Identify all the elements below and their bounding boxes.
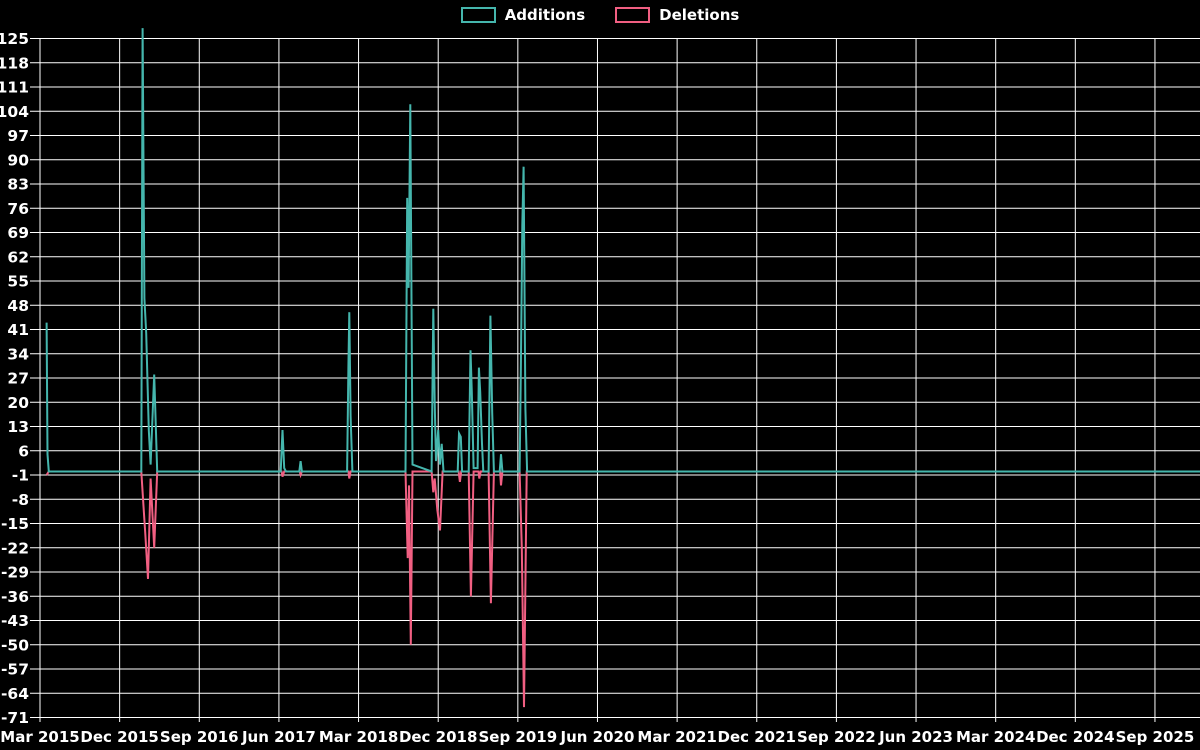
y-tick-label--50: -50 [1,636,29,654]
y-tick-label-83: 83 [7,176,29,194]
y-tick-label--22: -22 [1,539,29,557]
x-tick-label-Mar-2021: Mar 2021 [637,728,716,746]
y-tick-label-104: 104 [0,103,29,121]
x-tick-label-Jun-2023: Jun 2023 [878,728,953,746]
y-tick-label-34: 34 [7,345,29,363]
y-tick-label-97: 97 [7,127,29,145]
y-tick-label--8: -8 [12,491,29,509]
legend-item-additions[interactable]: Additions [460,5,586,24]
x-tick-label-Mar-2015: Mar 2015 [0,728,79,746]
y-tick-label--43: -43 [1,612,29,630]
x-tick-label-Mar-2018: Mar 2018 [319,728,398,746]
y-tick-label--15: -15 [1,515,29,533]
y-tick-label--64: -64 [1,685,29,703]
legend-label-additions: Additions [504,5,586,24]
y-tick-label-55: 55 [7,273,29,291]
x-tick-label-Mar-2024: Mar 2024 [956,728,1035,746]
x-tick-label-Dec-2015: Dec 2015 [80,728,159,746]
legend-swatch-deletions-icon [615,7,651,23]
y-tick-label-90: 90 [7,151,29,169]
x-tick-label-Dec-2024: Dec 2024 [1036,728,1115,746]
chart-legend: Additions Deletions [0,7,1200,23]
x-tick-label-Sep-2016: Sep 2016 [160,728,239,746]
y-tick-label-69: 69 [7,224,29,242]
y-tick-label-27: 27 [7,370,29,388]
y-tick-label--36: -36 [1,588,29,606]
y-tick-label-76: 76 [7,200,29,218]
y-tick-label-111: 111 [0,79,29,97]
legend-swatch-additions-icon [460,7,496,23]
y-tick-label--1: -1 [12,467,29,485]
y-tick-label-125: 125 [0,30,29,48]
additions-line [45,28,1200,473]
deletions-line [45,470,1200,708]
x-tick-label-Jun-2020: Jun 2020 [560,728,635,746]
y-tick-label--71: -71 [1,709,29,727]
y-tick-label--29: -29 [1,564,29,582]
y-tick-label-62: 62 [7,248,29,266]
y-tick-label-20: 20 [7,394,29,412]
y-tick-label-118: 118 [0,54,29,72]
y-tick-label-48: 48 [7,297,29,315]
y-tick-label-41: 41 [7,321,29,339]
legend-item-deletions[interactable]: Deletions [615,7,739,23]
y-tick-label-13: 13 [7,418,29,436]
y-tick-label--57: -57 [1,661,29,679]
x-tick-label-Jun-2017: Jun 2017 [241,728,316,746]
x-tick-label-Dec-2021: Dec 2021 [718,728,797,746]
x-tick-label-Dec-2018: Dec 2018 [399,728,478,746]
x-tick-label-Sep-2019: Sep 2019 [478,728,557,746]
y-tick-label-6: 6 [18,442,29,460]
legend-label-deletions: Deletions [659,5,740,24]
x-tick-label-Sep-2025: Sep 2025 [1116,728,1195,746]
x-tick-label-Sep-2022: Sep 2022 [797,728,876,746]
